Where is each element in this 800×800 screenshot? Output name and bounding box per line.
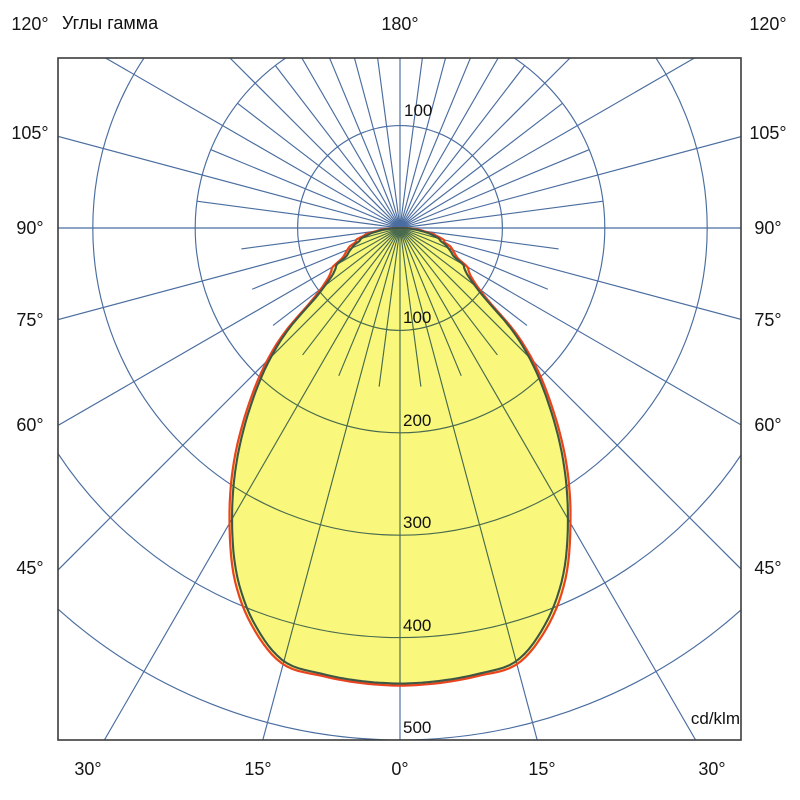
gamma-angle-label-right: 60° xyxy=(754,415,782,435)
gamma-angle-label-bottom: 30° xyxy=(74,759,102,779)
chart-title: Углы гамма xyxy=(62,13,159,33)
gamma-angle-label-bottom: 15° xyxy=(528,759,556,779)
gamma-angle-label-bottom: 15° xyxy=(244,759,272,779)
gamma-angle-label-left: 105° xyxy=(11,123,49,143)
radial-tick-label-400: 400 xyxy=(403,615,432,635)
gamma-angle-label-left: 75° xyxy=(16,310,44,330)
gamma-angle-label-right: 75° xyxy=(754,310,782,330)
radial-tick-label-200: 200 xyxy=(403,410,432,430)
plot-frame xyxy=(57,57,742,741)
gamma-angle-label-bottom: 0° xyxy=(391,759,409,779)
intensity-curves xyxy=(228,226,572,687)
gamma-angle-label-left: 90° xyxy=(16,218,44,238)
gamma-angle-label-left: 60° xyxy=(16,415,44,435)
gamma-angle-label-right: 90° xyxy=(754,218,782,238)
unit-label: cd/klm xyxy=(690,709,740,728)
gamma-angle-label-right: 105° xyxy=(749,123,787,143)
gamma-angle-label-right: 45° xyxy=(754,558,782,578)
radial-tick-label-upper-100: 100 xyxy=(404,101,433,120)
radial-tick-label-500: 500 xyxy=(403,718,432,737)
angle-label-top-right: 120° xyxy=(749,14,787,34)
angle-label-top-center: 180° xyxy=(381,14,419,34)
outer-intensity-curve xyxy=(228,226,572,687)
radial-tick-label-100: 100 xyxy=(403,308,432,328)
gamma-angle-label-left: 45° xyxy=(16,558,44,578)
radial-tick-label-300: 300 xyxy=(403,513,432,533)
inner-intensity-curve xyxy=(231,226,569,685)
gamma-angle-label-bottom: 30° xyxy=(698,759,726,779)
angle-label-top-left: 120° xyxy=(11,14,49,34)
